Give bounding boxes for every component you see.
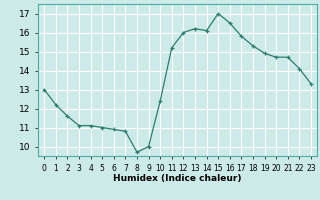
X-axis label: Humidex (Indice chaleur): Humidex (Indice chaleur)	[113, 174, 242, 183]
